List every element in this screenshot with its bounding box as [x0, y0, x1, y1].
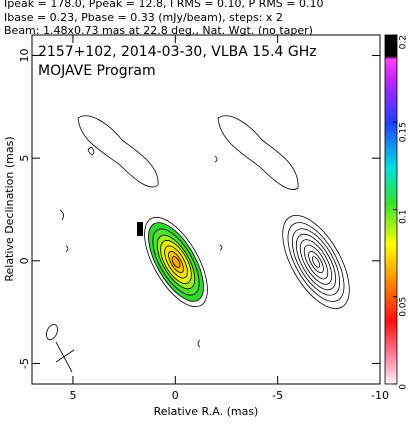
x-tick-label: -5: [272, 389, 283, 402]
map-title: 2157+102, 2014-03-30, VLBA 15.4 GHz: [38, 44, 317, 60]
colorbar-tick-label: 0.15: [399, 122, 409, 142]
y-tick-label: -5: [18, 358, 31, 369]
map-subtitle: MOJAVE Program: [38, 63, 156, 79]
y-tick-label: 10: [18, 49, 31, 63]
header-line: Ipeak = 178.0, Ppeak = 12.8, I RMS = 0.1…: [4, 0, 324, 10]
y-tick-label: 5: [18, 155, 31, 162]
colorbar-tick-label: 0: [399, 384, 409, 390]
colorbar-tick-label: 0.2: [399, 35, 409, 49]
intensity-contours: [144, 216, 208, 308]
colorbar-tick-label: 0.1: [399, 210, 409, 224]
x-axis-label: Relative R.A. (mas): [154, 405, 259, 418]
map: [46, 115, 350, 373]
header-line: Ibase = 0.23, Pbase = 0.33 (mJy/beam), s…: [4, 11, 283, 24]
plot-frame: [31, 34, 381, 385]
header-line: Beam: 1.48x0.73 mas at 22.8 deg., Nat. W…: [4, 24, 313, 37]
y-axis-label: Relative Declination (mas): [3, 136, 16, 281]
x-tick-label: -10: [371, 389, 389, 402]
polarization-contours: [282, 214, 350, 310]
x-tick-label: 5: [69, 389, 76, 402]
colorbar-tick-label: 0.05: [399, 297, 409, 317]
y-tick-label: 0: [18, 257, 31, 264]
x-tick-label: 0: [172, 389, 179, 402]
